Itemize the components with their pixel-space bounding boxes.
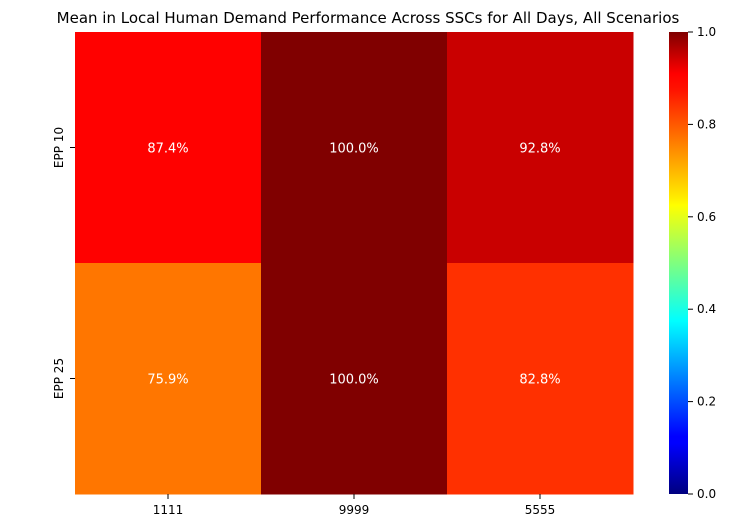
heatmap-cell [75,32,262,264]
heatmap-cell-labels: 87.4% 100.0% 92.8% 75.9% 100.0% 82.8% [147,142,560,388]
x-tick-label: 1111 [153,503,184,517]
x-tick-label: 5555 [525,503,556,517]
y-tick-label: EPP 25 [52,358,66,399]
heatmap-cells [75,32,634,495]
cell-value-label: 100.0% [329,142,379,157]
y-tick-label: EPP 10 [52,127,66,168]
colorbar-tick-label: 0.6 [697,210,716,224]
heatmap-cell [261,32,448,264]
cell-value-label: 82.8% [519,373,560,388]
cell-value-label: 87.4% [147,142,188,157]
colorbar-tick-label: 0.8 [697,117,716,131]
cell-value-label: 92.8% [519,142,560,157]
colorbar-ticks: 0.0 0.2 0.4 0.6 0.8 1.0 [688,25,716,501]
heatmap-cell [447,263,634,495]
heatmap-cell [75,263,262,495]
heatmap-cell [261,263,448,495]
x-axis-ticks: 1111 9999 5555 [153,494,556,517]
colorbar-tick-label: 0.4 [697,302,716,316]
colorbar [669,32,688,494]
colorbar-tick-label: 0.2 [697,395,716,409]
cell-value-label: 100.0% [329,373,379,388]
y-axis-ticks: EPP 10 EPP 25 [52,127,75,399]
chart-title: Mean in Local Human Demand Performance A… [57,9,680,27]
colorbar-tick-label: 0.0 [697,487,716,501]
colorbar-tick-label: 1.0 [697,25,716,39]
x-tick-label: 9999 [339,503,370,517]
cell-value-label: 75.9% [147,373,188,388]
heatmap-cell [447,32,634,264]
